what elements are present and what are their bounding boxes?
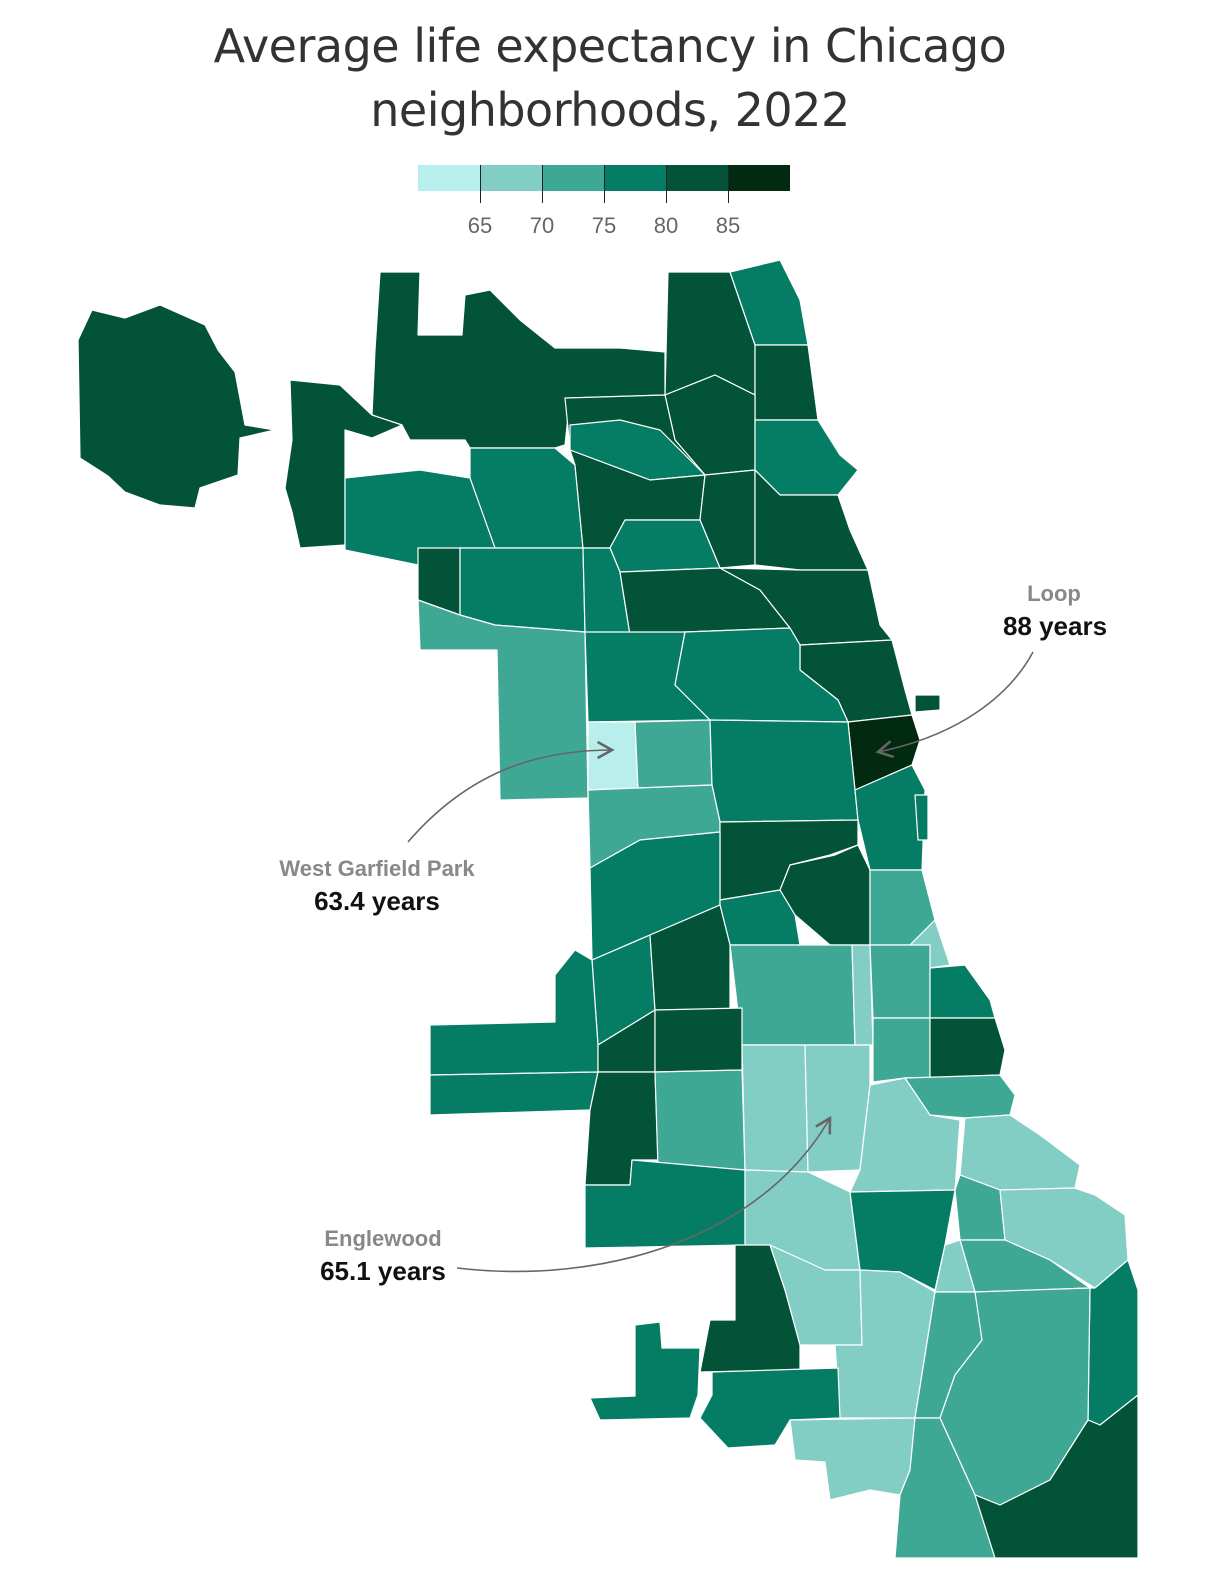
legend-tick-label: 85 (715, 213, 741, 238)
neighborhood-area (459, 547, 586, 633)
neighborhood-area (729, 944, 856, 1046)
legend-tick-mark (542, 165, 543, 203)
legend-tick-label: 80 (653, 213, 679, 238)
neighborhood-area (654, 1069, 746, 1171)
map-title: Average life expectancy in Chicago neigh… (0, 14, 1220, 142)
legend-tick-label: 75 (591, 213, 617, 238)
neighborhood-area (741, 1044, 809, 1173)
legend-tick-label: 65 (467, 213, 493, 238)
west-garfield-park-value: 63.4 years (314, 886, 440, 916)
legend-tick-label: 70 (529, 213, 555, 238)
loop-label: Loop (1027, 581, 1081, 606)
englewood-arrow (456, 1115, 832, 1273)
neighborhood-area (609, 519, 721, 573)
neighborhood-area (929, 964, 996, 1019)
neighborhood-area (699, 1367, 841, 1449)
neighborhood-area (974, 1394, 1139, 1559)
loop-value: 88 years (1002, 611, 1108, 641)
neighborhood-area (914, 794, 929, 841)
legend-tick-mark (604, 165, 605, 203)
neighborhood-area (959, 1114, 1081, 1191)
legend-bin-2 (480, 165, 542, 191)
neighborhood-area (729, 259, 809, 346)
neighborhood-area (429, 1071, 599, 1116)
neighborhood-area (589, 1321, 701, 1421)
neighborhood-area (789, 1417, 916, 1501)
neighborhood-area (674, 627, 849, 723)
color-legend: 65 70 75 80 85 (418, 165, 790, 245)
west-garfield-park-label: West Garfield Park (279, 856, 475, 881)
legend-bin-3 (542, 165, 604, 191)
annotation-arrows (407, 651, 1034, 1273)
neighborhood-area (754, 344, 819, 421)
englewood-value: 65.1 years (320, 1256, 446, 1286)
title-line-2: neighborhoods, 2022 (370, 83, 850, 137)
legend-tick-mark (480, 165, 481, 203)
neighborhood-area (699, 469, 756, 569)
legend-bin-1 (418, 165, 480, 191)
legend-tick-mark (728, 165, 729, 203)
neighborhood-area (914, 694, 941, 713)
neighborhood-area (851, 944, 874, 1046)
neighborhood-area (649, 904, 731, 1011)
neighborhood-area (869, 944, 931, 1019)
title-line-1: Average life expectancy in Chicago (213, 19, 1007, 73)
englewood-label: Englewood (324, 1226, 442, 1251)
neighborhood-area (587, 721, 639, 791)
legend-tick-mark (666, 165, 667, 203)
neighborhood-area (754, 419, 859, 496)
legend-bin-5 (666, 165, 728, 191)
legend-bin-4 (604, 165, 666, 191)
neighborhood-area (654, 1007, 743, 1073)
neighborhood-area (429, 949, 599, 1076)
loop-arrow (875, 651, 1034, 759)
neighborhood-area (709, 719, 859, 823)
neighborhood-area (634, 719, 713, 789)
neighborhood-area (872, 1017, 931, 1083)
neighborhood-area (929, 1017, 1006, 1079)
legend-bin-6 (728, 165, 790, 191)
west-garfield-arrow (407, 740, 615, 843)
neighborhood-area (894, 1417, 996, 1559)
neighborhood-area (804, 1044, 871, 1173)
neighborhood-area (77, 304, 276, 509)
neighborhood-area (754, 469, 869, 571)
